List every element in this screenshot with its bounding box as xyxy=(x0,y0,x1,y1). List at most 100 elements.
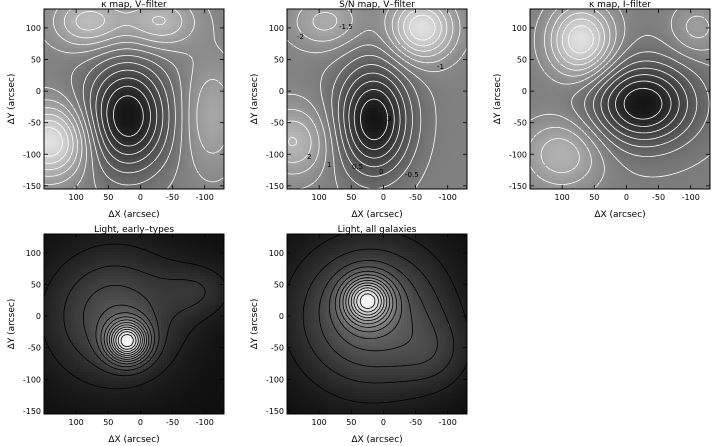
contour-line xyxy=(106,85,151,147)
y-tick-label: 50 xyxy=(517,56,527,65)
y-tick-label: 0 xyxy=(279,312,284,321)
contour-line xyxy=(356,290,379,313)
y-tick-label: 0 xyxy=(36,312,41,321)
x-axis-label: ΔX (arcsec) xyxy=(351,435,402,445)
y-tick-label: -100 xyxy=(509,150,527,159)
panel-title: κ map, I–filter xyxy=(589,0,651,10)
y-tick-label: -50 xyxy=(271,119,284,128)
x-tick-label: 50 xyxy=(103,193,113,202)
y-tick-label: 100 xyxy=(512,24,527,33)
panel-title: S/N map, V–filter xyxy=(339,0,415,10)
x-tick-label: -100 xyxy=(439,193,457,202)
contour-label: 2 xyxy=(307,153,311,161)
x-tick-label: 50 xyxy=(346,193,356,202)
contour-line xyxy=(302,248,455,384)
panel-kappa-v: κ map, V–filter 100 50 0 -50 -100 100 50 0 -50 -1… xyxy=(7,0,225,220)
contour-line xyxy=(82,285,160,371)
x-axis-label: ΔX (arcsec) xyxy=(594,210,645,220)
x-tick-label: 0 xyxy=(138,193,143,202)
contour-line xyxy=(540,9,611,173)
contour-line xyxy=(360,98,389,141)
y-tick-label: -100 xyxy=(23,150,41,159)
panel-sn-v: S/N map, V–filter -2 -1.5 -1 -0.5 0 0.5 1 2 3 10… xyxy=(250,0,468,220)
y-axis-label: ΔY (arcsec) xyxy=(493,74,503,125)
contour-line xyxy=(113,326,141,354)
contour-line xyxy=(287,234,467,404)
contour-label: -1 xyxy=(437,63,444,71)
x-tick-label: 50 xyxy=(346,418,356,427)
contour-line xyxy=(106,319,147,360)
x-tick-label: 100 xyxy=(69,418,84,427)
x-tick-label: -50 xyxy=(166,193,179,202)
contour-line xyxy=(100,77,158,155)
contour-line xyxy=(44,243,224,390)
y-tick-label: -50 xyxy=(514,119,527,128)
y-tick-label: 0 xyxy=(279,87,284,96)
contour-line xyxy=(44,9,224,189)
contour-line xyxy=(331,55,422,189)
y-tick-label: -150 xyxy=(23,182,41,191)
x-tick-label: -100 xyxy=(682,193,700,202)
y-tick-label: -100 xyxy=(266,375,284,384)
x-tick-label: 50 xyxy=(103,418,113,427)
contour-line xyxy=(600,67,688,140)
y-tick-label: 50 xyxy=(274,56,284,65)
x-tick-label: -50 xyxy=(409,193,422,202)
y-tick-label: 0 xyxy=(522,87,527,96)
contour-line xyxy=(44,11,166,171)
y-tick-label: 100 xyxy=(26,249,41,258)
y-tick-label: -50 xyxy=(28,119,41,128)
contour-line xyxy=(342,277,394,328)
contour-line xyxy=(556,12,605,66)
x-tick-label: 100 xyxy=(312,193,327,202)
contour-line xyxy=(288,9,448,147)
x-tick-label: -100 xyxy=(196,193,214,202)
contour-line xyxy=(568,25,594,54)
contour-line xyxy=(607,74,680,134)
contour-line xyxy=(353,89,395,150)
contour-label: 3 xyxy=(387,115,391,123)
contour-label: -0.5 xyxy=(405,171,419,179)
x-tick-label: 100 xyxy=(555,193,570,202)
x-axis-label: ΔX (arcsec) xyxy=(108,210,159,220)
plot-frame xyxy=(43,233,225,415)
contour-line xyxy=(44,127,63,157)
contour-line xyxy=(584,51,710,157)
plot-frame xyxy=(286,8,468,190)
y-tick-label: -150 xyxy=(509,182,527,191)
contour-line xyxy=(108,322,145,358)
contour-line xyxy=(287,9,454,163)
contour-line xyxy=(111,324,143,356)
contour-line xyxy=(115,328,139,352)
plot-frame xyxy=(43,8,225,190)
contour-line xyxy=(353,287,382,316)
contour-line xyxy=(328,266,413,352)
x-tick-label: -100 xyxy=(439,418,457,427)
contour-line xyxy=(530,9,710,185)
plot-frame xyxy=(286,233,468,415)
intensity-map xyxy=(287,9,467,189)
x-tick-label: -50 xyxy=(166,418,179,427)
contour-line xyxy=(82,55,176,186)
x-tick-label: -50 xyxy=(652,193,665,202)
contour-line xyxy=(571,34,710,178)
y-axis-label: ΔY (arcsec) xyxy=(7,74,17,125)
contour-line xyxy=(348,80,401,159)
contour-label: -1.5 xyxy=(339,23,353,31)
contour-line xyxy=(100,312,152,365)
y-axis-label: ΔY (arcsec) xyxy=(7,299,17,350)
y-tick-label: 100 xyxy=(269,249,284,258)
panel-title: Light, early–types xyxy=(94,225,174,235)
x-tick-label: 50 xyxy=(589,193,599,202)
contour-line xyxy=(350,284,385,319)
y-tick-label: 50 xyxy=(31,281,41,290)
contour-line xyxy=(562,18,600,60)
panel-title: Light, all galaxies xyxy=(338,225,417,235)
contour-line xyxy=(403,9,442,47)
contour-line xyxy=(409,14,436,41)
y-axis-label: ΔY (arcsec) xyxy=(250,74,260,125)
contour-label: 0.5 xyxy=(352,163,363,171)
x-tick-label: 0 xyxy=(381,193,386,202)
x-tick-label: 100 xyxy=(69,193,84,202)
